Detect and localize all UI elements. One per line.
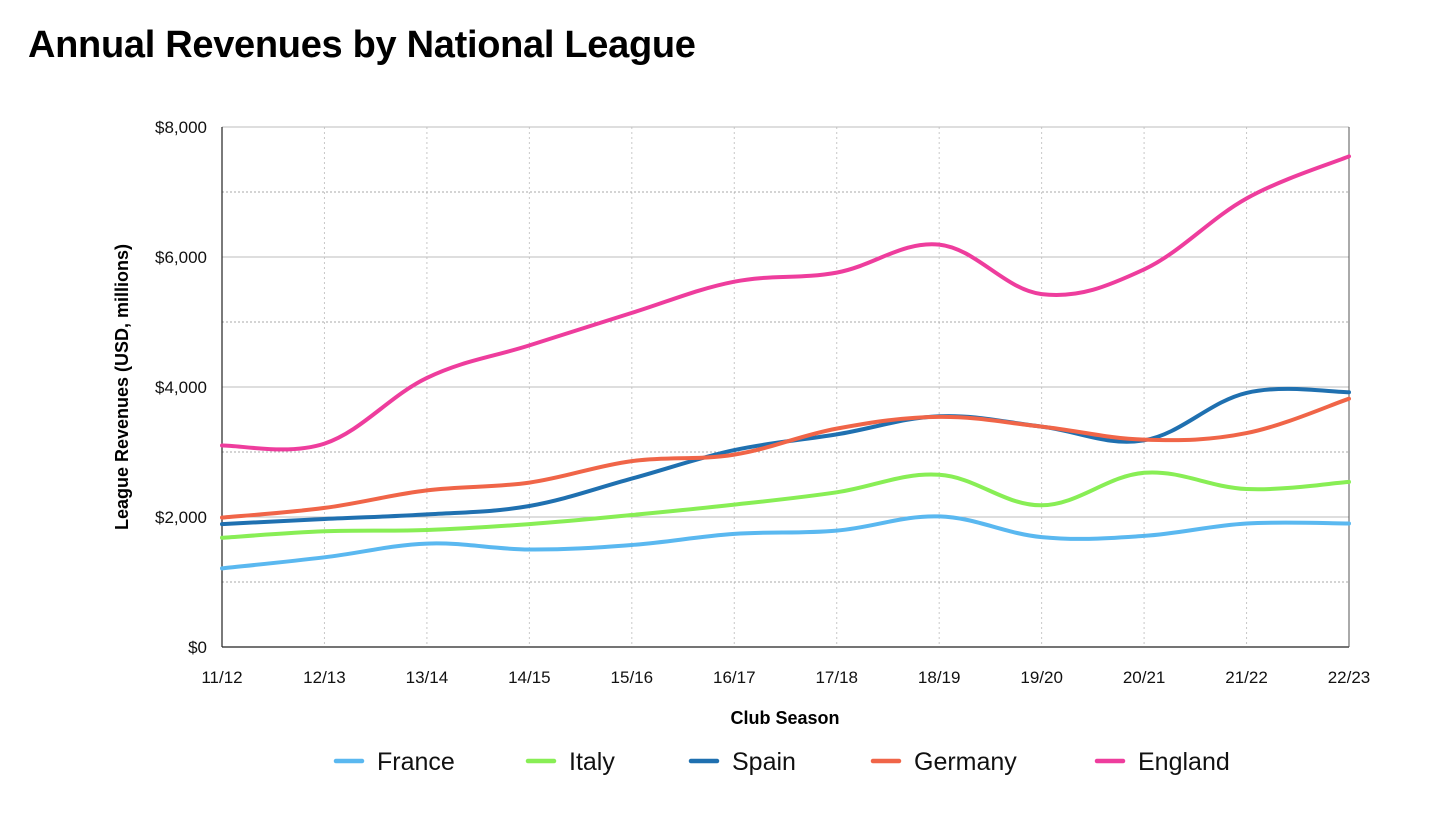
x-tick-label: 20/21 — [1123, 668, 1166, 687]
series-layer — [220, 154, 1351, 571]
x-tick-label: 22/23 — [1328, 668, 1371, 687]
series-line-spain — [220, 386, 1351, 527]
y-tick-label: $6,000 — [155, 248, 207, 267]
x-tick-label: 15/16 — [611, 668, 654, 687]
series-line-france — [220, 514, 1351, 571]
axis-layer — [221, 127, 1350, 648]
legend-label-england: England — [1138, 748, 1230, 776]
x-tick-label: 14/15 — [508, 668, 551, 687]
legend-label-italy: Italy — [569, 748, 615, 776]
legend: France Italy Spain Germany England — [333, 748, 1230, 776]
x-axis-title: Club Season — [730, 708, 839, 728]
y-tick-label: $8,000 — [155, 118, 207, 137]
x-tick-label: 21/22 — [1225, 668, 1268, 687]
x-tick-label: 13/14 — [406, 668, 449, 687]
series-line-england — [220, 154, 1351, 452]
series-line-italy — [220, 470, 1351, 540]
series-line-germany — [220, 396, 1351, 520]
x-tick-label: 19/20 — [1020, 668, 1063, 687]
x-tick-label: 11/12 — [201, 668, 242, 687]
x-tick-label: 12/13 — [303, 668, 346, 687]
x-tick-label: 16/17 — [713, 668, 756, 687]
legend-label-spain: Spain — [732, 748, 796, 776]
legend-label-france: France — [377, 748, 455, 776]
y-axis-title: League Revenues (USD, millions) — [112, 244, 132, 530]
label-layer: $0 $2,000 $4,000 $6,000 $8,000 11/12 12/13 13/1… — [155, 118, 1370, 687]
legend-label-germany: Germany — [914, 748, 1017, 776]
x-tick-label: 18/19 — [918, 668, 961, 687]
grid-layer — [222, 126, 1349, 647]
y-tick-label: $4,000 — [155, 378, 207, 397]
chart-title: Annual Revenues by National League — [28, 24, 696, 66]
x-tick-label: 17/18 — [815, 668, 858, 687]
y-tick-label: $0 — [188, 638, 207, 657]
y-tick-label: $2,000 — [155, 508, 207, 527]
